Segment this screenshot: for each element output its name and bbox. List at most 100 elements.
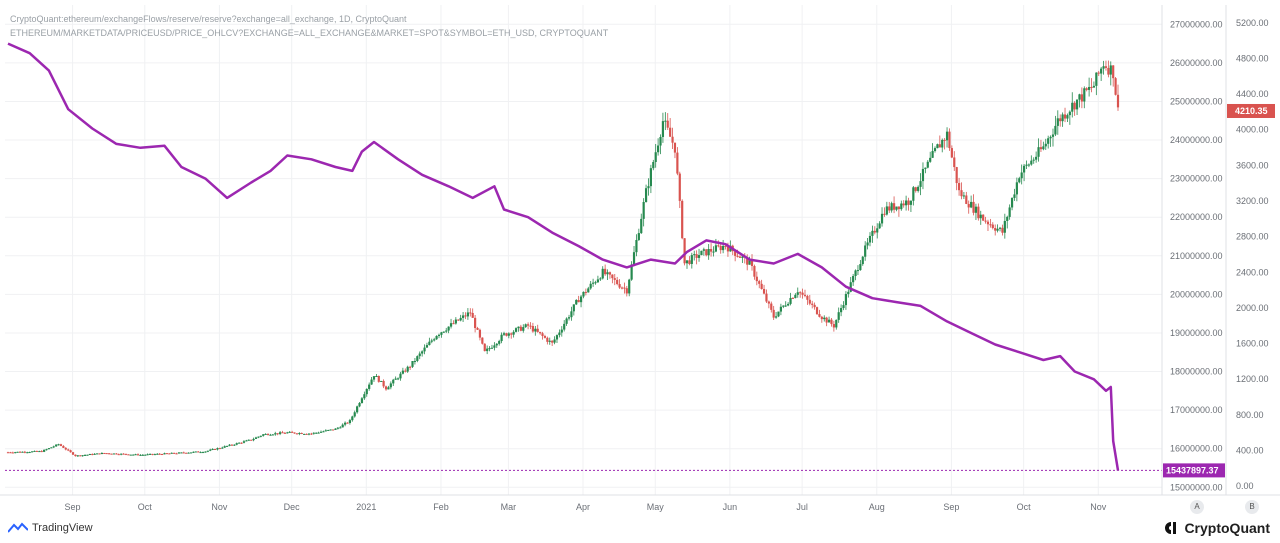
candle-body [67,449,70,451]
candle-body [844,294,848,306]
candle-body [717,245,720,247]
candle-body [926,161,929,168]
reserve-axis[interactable]: 27000000.00 26000000.00 25000000.00 2400000… [1170,19,1223,492]
candle-body [91,454,94,456]
candle-body [917,186,920,191]
candle-body [392,379,395,384]
candle-body [469,312,472,314]
price-axis[interactable]: 5200.00 4800.00 4400.00 4000.00 3600.00 3200.… [1236,18,1269,491]
candle-body [281,432,284,434]
candle-body [640,218,643,234]
candle-body [579,296,583,303]
candle-body [474,317,477,328]
candle-body [356,406,359,413]
candle-body [849,282,852,292]
candle-body [319,431,323,433]
candle-body [522,327,525,331]
time-tick-label: Feb [433,502,449,512]
last-value-badges: 15437897.37 4210.35 [1163,103,1275,478]
candle-body [1088,86,1091,90]
scale-b-button[interactable]: B [1245,500,1259,514]
candle-body [502,333,506,335]
candle-body [199,452,202,454]
candle-body [384,386,388,390]
candle-body [750,259,754,267]
candle-body [269,434,272,436]
candle-body [64,447,67,450]
candle-body [1100,68,1103,74]
candle-body [787,303,790,306]
candle-body [890,203,893,211]
candle-body [216,448,219,450]
candle-body [124,453,128,455]
candle-body [842,305,845,309]
candle-body [1030,160,1033,165]
candle-body [257,436,260,438]
candle-body [336,427,339,429]
candle-body [801,292,804,295]
candle-body [189,452,193,454]
candle-body [404,370,407,372]
candle-body [1071,102,1074,112]
candle-body [233,444,236,446]
candle-body [815,307,819,315]
candle-body [791,297,795,299]
candle-body [673,142,677,153]
candle-body [852,276,855,283]
candle-body [1056,118,1059,126]
candle-body [897,206,900,210]
candle-body [1116,94,1120,108]
tradingview-brand[interactable]: TradingView [8,522,93,534]
candle-body [517,326,520,329]
candle-body [389,383,392,388]
reserve-last-value-text: 15437897.37 [1166,465,1219,475]
candle-body [28,452,31,454]
candle-body [254,437,258,439]
candle-body [608,272,612,275]
candle-body [30,451,34,453]
candle-body [204,451,207,453]
candle-body [823,317,826,320]
candle-body [1075,99,1079,110]
candle-body [921,168,925,182]
time-axis[interactable]: Sep Oct Nov Dec 2021 Feb Mar Apr May Jun Jul Aug Sep… [65,502,1107,512]
candle-body [481,337,484,344]
candle-body [762,288,766,294]
candle-body [811,303,814,305]
candle-body [295,433,299,435]
candle-body [611,274,614,279]
candle-body [153,454,156,456]
candle-body [625,288,628,294]
candle-body [16,451,19,453]
candle-body [931,151,934,158]
candle-body [596,279,600,283]
candle-body [1020,172,1023,179]
candle-body [79,455,82,457]
candle-body [1078,94,1081,100]
candle-body [690,255,693,264]
candle-body [310,433,313,435]
candle-body [734,251,737,256]
candle-body [960,190,963,197]
candle-body [358,403,361,407]
candle-body [440,332,443,335]
candle-body [1085,88,1088,90]
candle-body [454,319,457,324]
candle-body [914,187,917,191]
candle-body [972,201,975,213]
candle-body [47,448,51,450]
candle-body [876,228,879,233]
candle-body [888,206,891,211]
candle-body [59,444,63,446]
time-tick-label: Aug [869,502,885,512]
candle-body [642,202,645,219]
cryptoquant-brand[interactable]: CryptoQuant [1164,520,1270,536]
candle-body [83,454,87,456]
candle-body [957,183,961,191]
candle-body [283,432,286,434]
reserve-tick-label: 27000000.00 [1170,19,1223,29]
candle-body [242,441,246,443]
candle-body [883,213,886,215]
auto-scale-button[interactable]: A [1190,500,1204,514]
candle-body [156,453,159,455]
